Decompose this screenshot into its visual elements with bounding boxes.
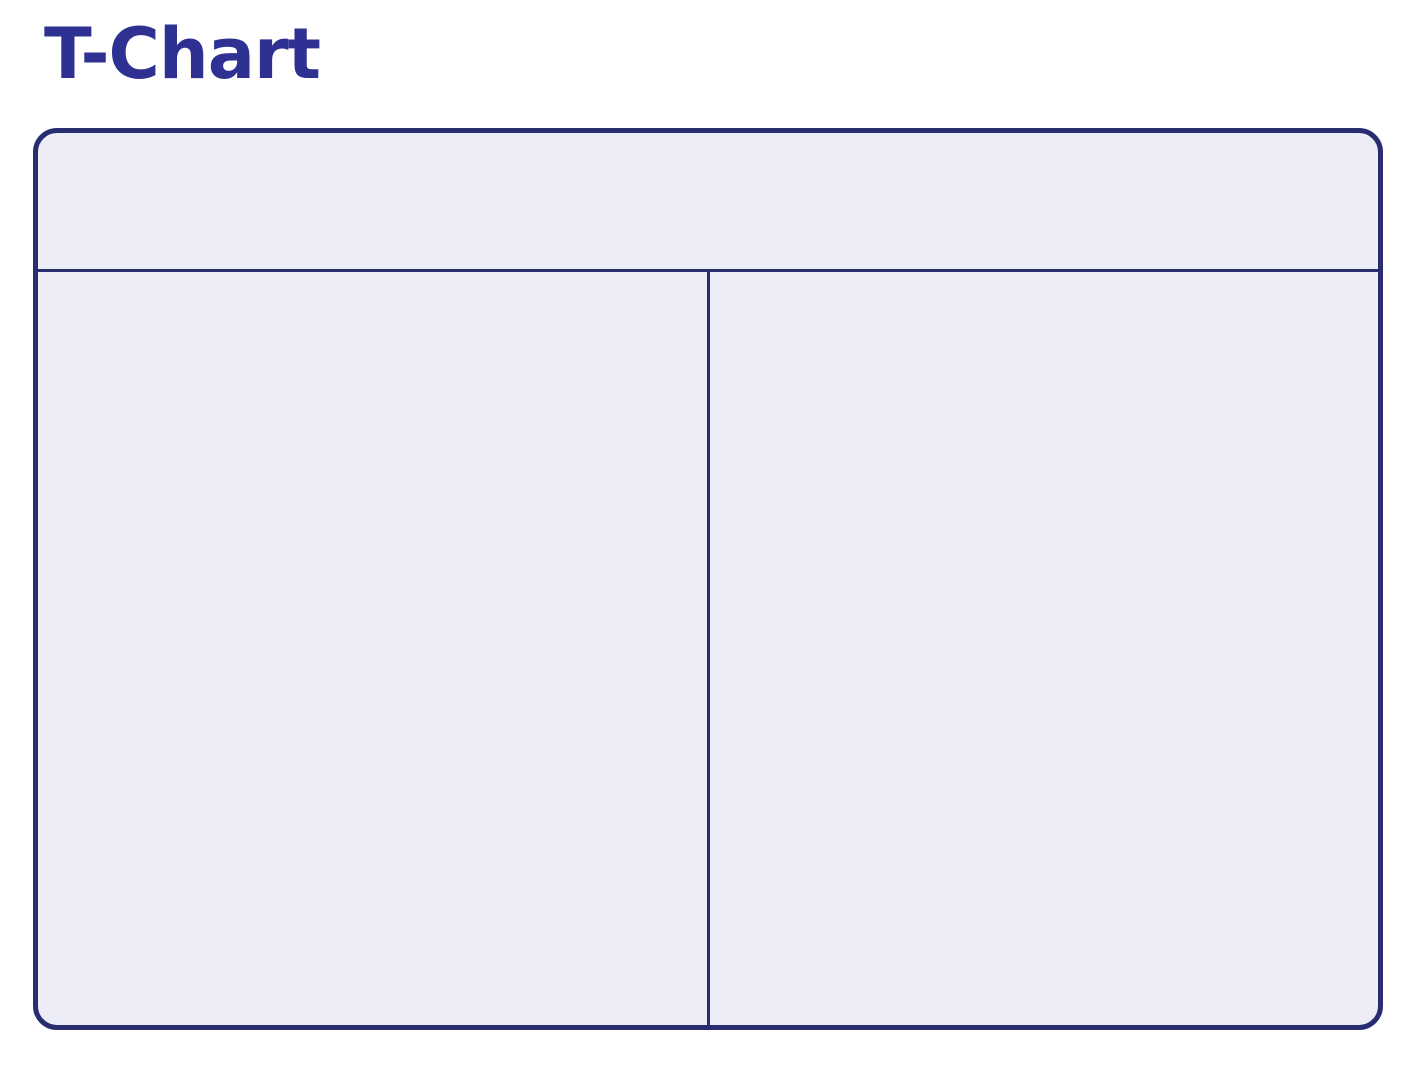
t-chart-left-column-cell	[38, 272, 707, 1025]
t-chart-right-column-cell	[710, 272, 1379, 1025]
page-title: T-Chart	[44, 13, 321, 95]
t-chart-vertical-divider	[706, 272, 710, 1025]
t-chart-body	[38, 272, 1378, 1025]
t-chart-template	[33, 128, 1383, 1030]
t-chart-header-cell	[38, 133, 1378, 272]
